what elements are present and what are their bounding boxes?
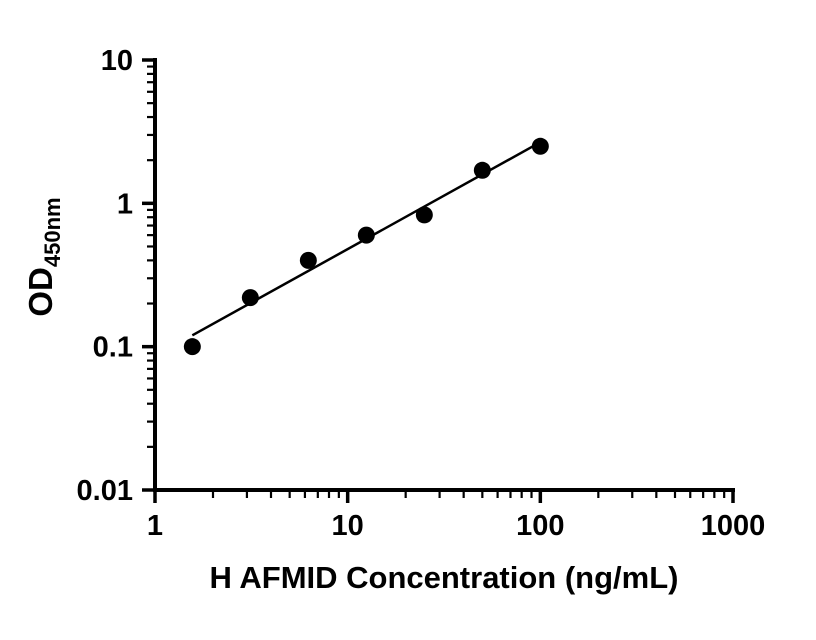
axes-frame: [153, 58, 735, 492]
data-point: [299, 251, 317, 269]
y-tick-label: 1: [117, 188, 133, 220]
x-tick-label: 1000: [701, 510, 766, 542]
data-point: [241, 289, 259, 307]
y-axis-label-main: OD: [22, 267, 59, 317]
data-point: [473, 161, 491, 179]
x-axis-label: H AFMID Concentration (ng/mL): [210, 560, 679, 595]
x-tick-label: 1: [147, 510, 163, 542]
y-tick-label: 0.1: [93, 332, 133, 364]
data-point: [531, 137, 549, 155]
y-tick-label: 10: [101, 45, 133, 77]
x-tick-label: 10: [332, 510, 364, 542]
y-axis-label-subscript: 450nm: [40, 197, 65, 267]
y-tick-label: 0.01: [77, 475, 133, 507]
data-point: [357, 226, 375, 244]
data-point: [183, 338, 201, 356]
y-axis-label: OD450nm: [22, 197, 65, 316]
x-tick-label: 100: [516, 510, 564, 542]
data-point: [415, 206, 433, 224]
